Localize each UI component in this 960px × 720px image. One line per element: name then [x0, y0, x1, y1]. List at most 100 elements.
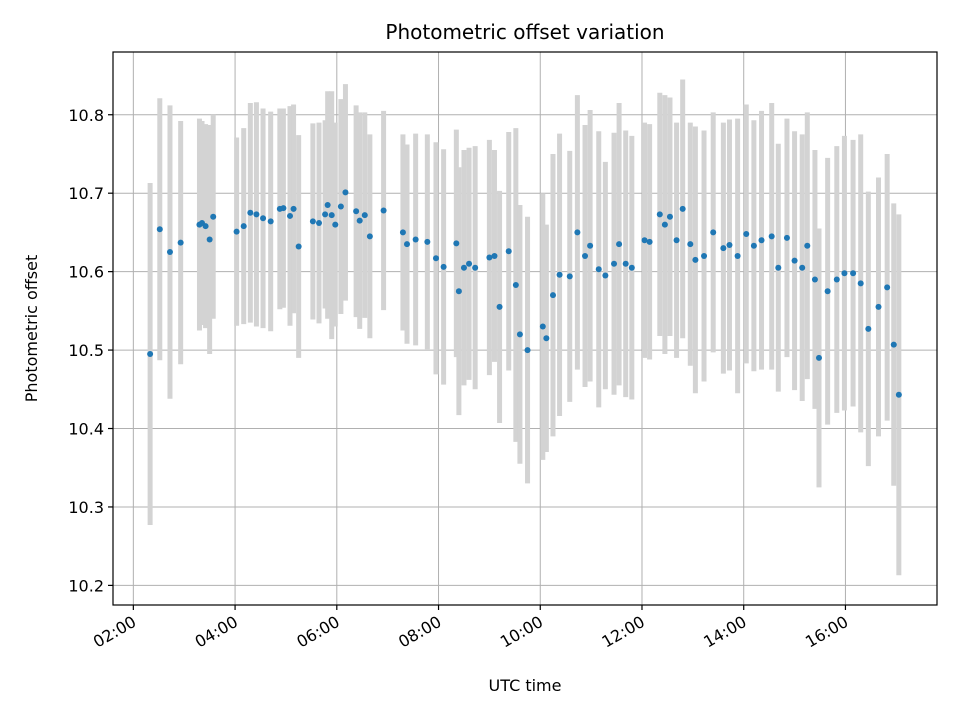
- data-point: [253, 211, 260, 218]
- data-point: [295, 243, 302, 250]
- data-point: [616, 241, 623, 248]
- data-point: [673, 237, 680, 244]
- data-point: [710, 229, 717, 236]
- grid-layer: [113, 52, 937, 605]
- data-point: [453, 240, 460, 247]
- data-point: [666, 213, 673, 220]
- data-point: [595, 266, 602, 273]
- x-axis-label: UTC time: [489, 676, 562, 695]
- data-point: [156, 226, 163, 233]
- data-point: [622, 260, 629, 267]
- x-tick-label: 16:00: [802, 612, 851, 652]
- data-point: [775, 264, 782, 271]
- data-point: [512, 281, 519, 288]
- y-tick-label: 10.8: [68, 106, 104, 125]
- data-point: [432, 255, 439, 262]
- data-point: [524, 347, 531, 354]
- x-tick-label: 14:00: [700, 612, 749, 652]
- data-point: [287, 212, 294, 219]
- data-point: [366, 233, 373, 240]
- data-point: [472, 264, 479, 271]
- data-point: [440, 263, 447, 270]
- data-point: [582, 252, 589, 259]
- data-point: [656, 211, 663, 218]
- data-point: [679, 205, 686, 212]
- data-point: [611, 260, 618, 267]
- data-point: [687, 241, 694, 248]
- data-point: [332, 221, 339, 228]
- data-point: [280, 205, 287, 212]
- data-point: [260, 215, 267, 222]
- data-point: [316, 219, 322, 226]
- chart-title: Photometric offset variation: [385, 20, 664, 44]
- y-tick-label: 10.5: [68, 341, 104, 360]
- data-point: [353, 208, 360, 215]
- data-point: [628, 264, 635, 271]
- error-bar-layer: [147, 79, 902, 576]
- data-point: [815, 354, 822, 361]
- data-point: [380, 207, 387, 214]
- data-point: [290, 205, 297, 212]
- x-tick-label: 02:00: [90, 612, 139, 652]
- data-point: [166, 249, 173, 256]
- data-point: [324, 201, 331, 208]
- data-point: [857, 280, 864, 287]
- data-point: [342, 189, 349, 196]
- x-tick-label: 08:00: [395, 612, 444, 652]
- plot-frame: [112, 51, 938, 606]
- data-point: [587, 242, 594, 249]
- data-point: [743, 230, 750, 237]
- data-point: [328, 212, 335, 219]
- data-point: [403, 241, 410, 248]
- data-point: [206, 236, 213, 243]
- data-point: [556, 271, 563, 278]
- data-point: [543, 335, 550, 342]
- x-axis-ticks: 02:00 04:00 06:00 08:00 10:00 12:00 14:00 16:00: [90, 605, 851, 652]
- data-point: [734, 252, 741, 259]
- data-point: [486, 254, 493, 261]
- data-point: [424, 238, 431, 245]
- data-point: [240, 223, 247, 230]
- x-tick-label: 12:00: [599, 612, 648, 652]
- data-point: [337, 203, 344, 210]
- data-point: [455, 288, 462, 295]
- data-point: [850, 270, 857, 277]
- y-axis-label: Photometric offset: [22, 255, 41, 403]
- data-point: [539, 323, 546, 330]
- data-point: [726, 241, 733, 248]
- data-point: [799, 264, 806, 271]
- data-point: [491, 252, 498, 259]
- data-point: [210, 213, 217, 220]
- data-point-layer: [147, 189, 902, 398]
- data-point: [804, 242, 811, 249]
- data-point: [701, 252, 708, 259]
- data-point: [505, 248, 512, 255]
- data-point: [309, 218, 316, 225]
- data-point: [566, 273, 573, 280]
- data-point: [549, 292, 556, 299]
- data-point: [602, 272, 609, 279]
- data-point: [496, 303, 503, 310]
- x-tick-label: 06:00: [293, 612, 342, 652]
- data-point: [177, 239, 184, 246]
- data-point: [412, 236, 419, 243]
- data-point: [884, 284, 891, 291]
- data-point: [574, 229, 581, 236]
- data-point: [356, 217, 363, 224]
- data-point: [516, 331, 523, 338]
- data-point: [768, 233, 775, 240]
- data-point: [692, 256, 699, 263]
- data-point: [661, 221, 668, 228]
- y-tick-label: 10.3: [68, 498, 104, 517]
- y-tick-label: 10.4: [68, 420, 104, 439]
- x-tick-label: 10:00: [497, 612, 546, 652]
- y-tick-label: 10.6: [68, 263, 104, 282]
- data-point: [460, 264, 467, 271]
- y-tick-label: 10.7: [68, 184, 104, 203]
- data-point: [758, 237, 765, 244]
- data-point: [833, 276, 840, 283]
- data-point: [233, 228, 240, 235]
- data-point: [466, 260, 473, 267]
- y-tick-label: 10.2: [68, 576, 104, 595]
